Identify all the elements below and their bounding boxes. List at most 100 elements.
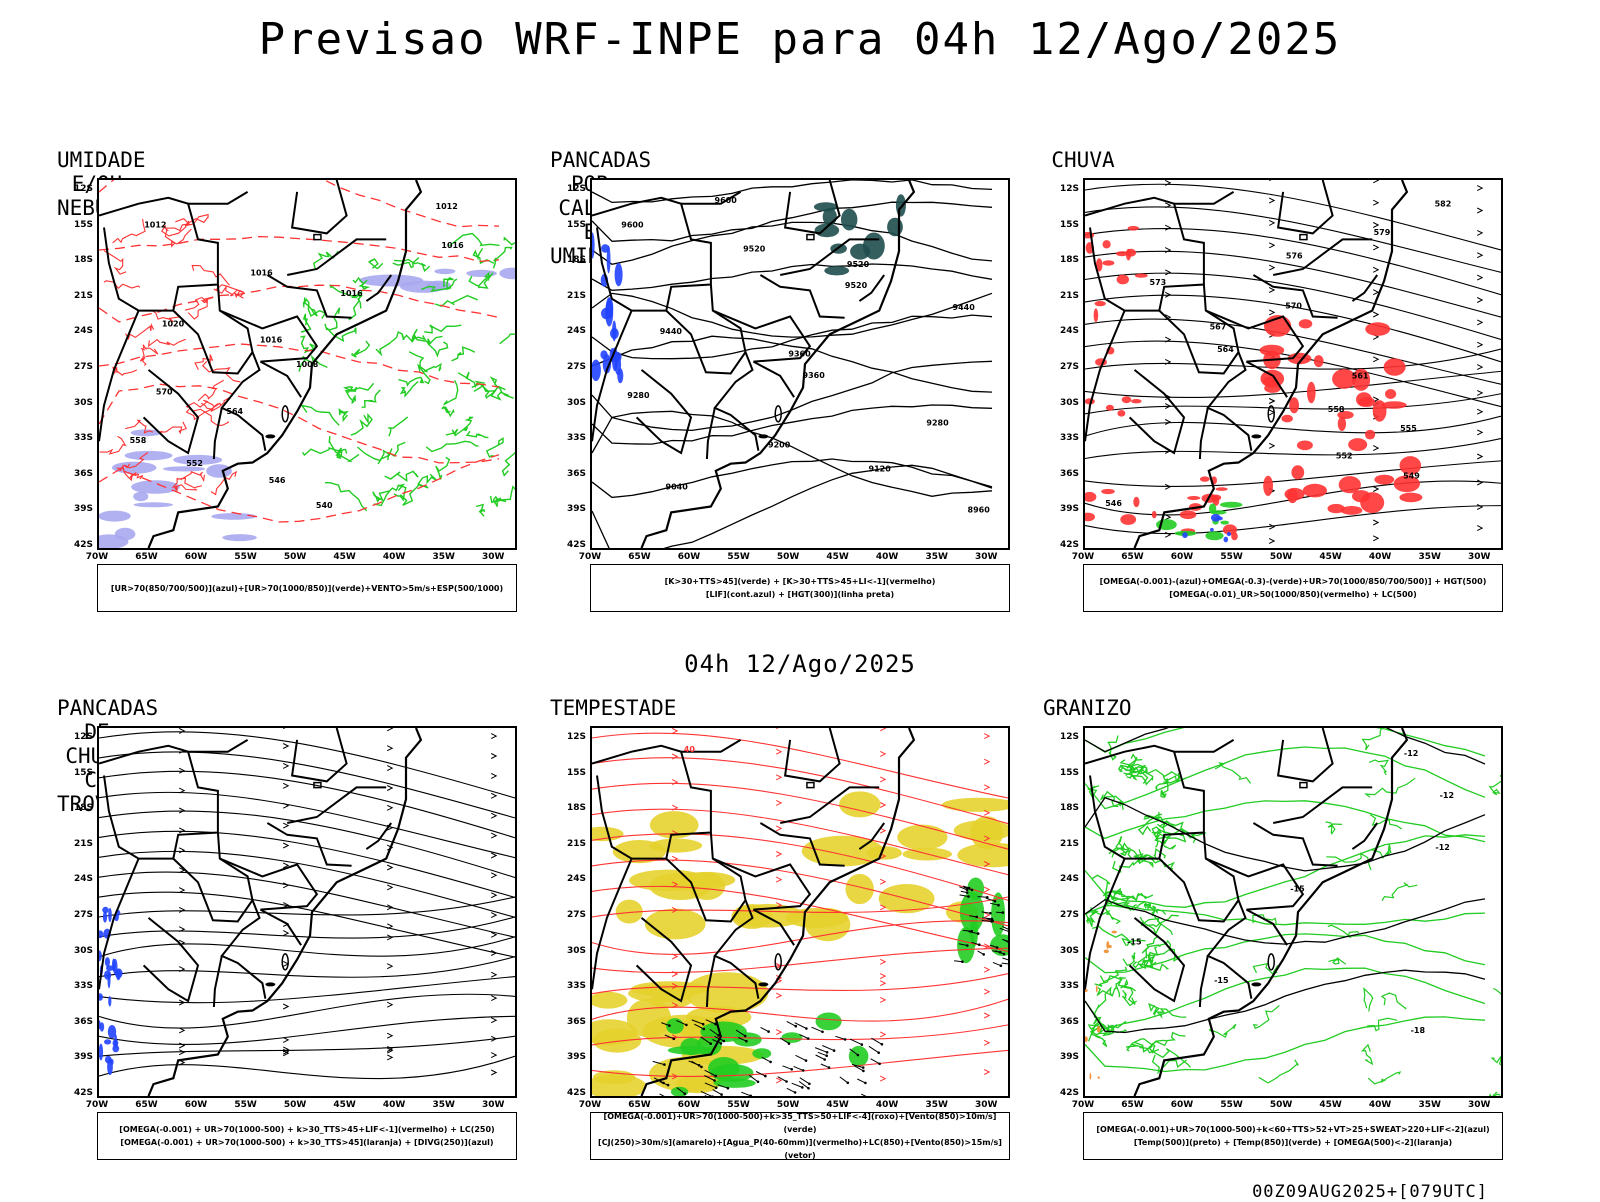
lon-tick-label: 30W <box>478 552 508 562</box>
contour-label: 546 <box>269 476 286 485</box>
contour-label: 1016 <box>441 241 464 250</box>
panel-legend: [OMEGA(-0.001)+UR>70(1000-500)+k<60+TTS>… <box>1083 1112 1503 1160</box>
lat-tick-label: 42S <box>1053 1088 1079 1098</box>
panel-legend: [OMEGA(-0.001)-(azul)+OMEGA(-0.3)-(verde… <box>1083 564 1503 612</box>
map-layer: 9600960095209520952094409440936093609280… <box>592 180 1008 548</box>
contour-label: 570 <box>1285 302 1302 311</box>
lat-tick-label: 24S <box>560 874 586 884</box>
lat-tick-label: 24S <box>1053 326 1079 336</box>
lat-tick-label: 12S <box>560 732 586 742</box>
lon-tick-label: 70W <box>575 1100 605 1110</box>
panel-legend: [OMEGA(-0.001) + UR>70(1000-500) + k>30_… <box>97 1112 517 1160</box>
lat-tick-label: 21S <box>1053 839 1079 849</box>
lat-tick-label: 36S <box>560 469 586 479</box>
lon-tick-label: 50W <box>773 1100 803 1110</box>
panel-title: TEMPESTADE <box>550 696 630 720</box>
contour-label: 9360 <box>803 371 826 380</box>
lat-tick-label: 30S <box>1053 398 1079 408</box>
contour-label: 564 <box>226 407 243 416</box>
contour-label: 9520 <box>847 260 870 269</box>
lat-tick-label: 42S <box>67 540 93 550</box>
lon-tick-label: 60W <box>181 552 211 562</box>
lon-tick-label: 30W <box>1464 552 1494 562</box>
lat-tick-label: 18S <box>1053 803 1079 813</box>
lat-tick-label: 18S <box>1053 255 1079 265</box>
lon-tick-label: 70W <box>1068 552 1098 562</box>
legend-line: [Temp(500)](preto) + [Temp(850)](verde) … <box>1084 1136 1502 1149</box>
legend-line: [CJ(250)>30m/s](amarelo)+[Agua_P(40-60mm… <box>591 1136 1009 1162</box>
panel-legend: [OMEGA(-0.001)+UR>70(1000-500)+k>35_TTS>… <box>590 1112 1010 1160</box>
panel-legend: [UR>70(850/700/500)](azul)+[UR>70(1000/8… <box>97 564 517 612</box>
lon-tick-label: 65W <box>132 552 162 562</box>
lat-tick-label: 33S <box>67 981 93 991</box>
lon-tick-label: 50W <box>773 552 803 562</box>
lat-tick-label: 42S <box>560 540 586 550</box>
map-layer: -12-12-12-15-15-15-18 <box>1085 728 1501 1096</box>
lat-tick-label: 15S <box>560 220 586 230</box>
contour-label: 9440 <box>660 327 683 336</box>
lon-tick-label: 55W <box>724 552 754 562</box>
lat-tick-label: 24S <box>67 874 93 884</box>
contour-label: 9120 <box>869 465 892 474</box>
contour-label: 582 <box>1435 200 1452 209</box>
lat-tick-label: 12S <box>67 184 93 194</box>
lat-tick-label: 15S <box>560 768 586 778</box>
lat-tick-label: 18S <box>67 803 93 813</box>
lat-tick-label: 39S <box>1053 504 1079 514</box>
lat-tick-label: 36S <box>1053 469 1079 479</box>
lat-tick-label: 36S <box>67 469 93 479</box>
map-layer: 40 <box>592 728 1008 1096</box>
map-frame[interactable] <box>97 726 517 1098</box>
lon-tick-label: 55W <box>231 552 261 562</box>
lon-tick-label: 50W <box>1266 552 1296 562</box>
lon-tick-label: 30W <box>971 1100 1001 1110</box>
legend-line: [OMEGA(-0.01)_UR>50(1000/850)(vermelho) … <box>1084 588 1502 601</box>
lon-tick-label: 40W <box>1365 552 1395 562</box>
lat-tick-label: 21S <box>560 291 586 301</box>
contour-label: -18 <box>1411 1026 1426 1035</box>
lon-tick-label: 65W <box>1118 1100 1148 1110</box>
contour-label: 9520 <box>845 281 868 290</box>
lon-tick-label: 35W <box>1415 552 1445 562</box>
lat-tick-label: 21S <box>67 839 93 849</box>
lat-tick-label: 18S <box>560 803 586 813</box>
map-frame[interactable]: 40 <box>590 726 1010 1098</box>
map-frame[interactable]: -12-12-12-15-15-15-18 <box>1083 726 1503 1098</box>
contour-label: 8960 <box>968 506 991 515</box>
contour-label: 9520 <box>743 245 766 254</box>
lat-tick-label: 12S <box>67 732 93 742</box>
lon-tick-label: 65W <box>625 1100 655 1110</box>
lon-tick-label: 40W <box>379 552 409 562</box>
lon-tick-label: 35W <box>429 1100 459 1110</box>
contour-label: 9200 <box>768 441 791 450</box>
lat-tick-label: 42S <box>1053 540 1079 550</box>
lat-tick-label: 36S <box>1053 1017 1079 1027</box>
lat-tick-label: 12S <box>1053 732 1079 742</box>
lon-tick-label: 40W <box>1365 1100 1395 1110</box>
contour-label: 9040 <box>666 482 689 491</box>
lat-tick-label: 15S <box>1053 768 1079 778</box>
lat-tick-label: 21S <box>560 839 586 849</box>
contour-label: 1008 <box>296 360 319 369</box>
contour-label: -12 <box>1440 791 1454 800</box>
lat-tick-label: 39S <box>1053 1052 1079 1062</box>
lon-tick-label: 50W <box>1266 1100 1296 1110</box>
lon-tick-label: 60W <box>181 1100 211 1110</box>
lat-tick-label: 39S <box>67 1052 93 1062</box>
lat-tick-label: 24S <box>67 326 93 336</box>
lat-tick-label: 24S <box>560 326 586 336</box>
contour-label: -15 <box>1214 976 1229 985</box>
legend-line: [K>30+TTS>45](verde) + [K>30+TTS>45+LI<-… <box>591 575 1009 588</box>
contour-label: 40 <box>684 745 696 754</box>
contour-label: 546 <box>1105 499 1122 508</box>
legend-line: [OMEGA(-0.001)-(azul)+OMEGA(-0.3)-(verde… <box>1084 575 1502 588</box>
lon-tick-label: 70W <box>1068 1100 1098 1110</box>
contour-label: -15 <box>1290 885 1305 894</box>
lon-tick-label: 45W <box>330 552 360 562</box>
lon-tick-label: 45W <box>823 552 853 562</box>
contour-label: 1020 <box>162 320 185 329</box>
panel-title: GRANIZO <box>1043 696 1123 720</box>
